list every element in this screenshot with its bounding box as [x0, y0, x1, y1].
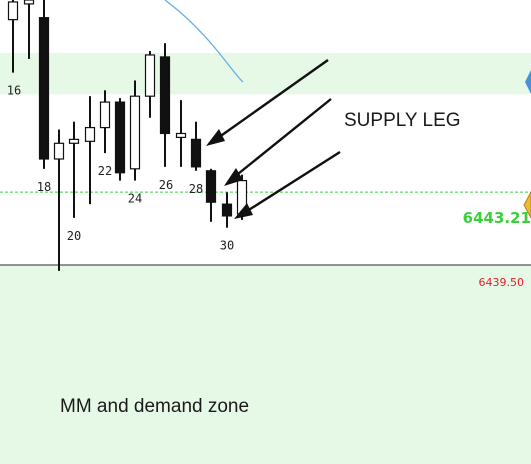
- bar-number-label: 28: [189, 182, 203, 196]
- price-label-green: 6443.21: [462, 209, 531, 227]
- candle-body: [144, 54, 156, 97]
- candles-layer: [7, 0, 248, 271]
- candle: [114, 98, 126, 181]
- bar-number-label: 30: [220, 239, 234, 253]
- diamond-marker-blue: [525, 70, 531, 94]
- candle: [68, 121, 80, 218]
- candle: [7, 0, 19, 73]
- candle: [38, 0, 50, 169]
- bar-number-label: 20: [67, 229, 81, 243]
- candle-body: [84, 126, 96, 142]
- candle: [190, 121, 202, 171]
- candle: [175, 100, 187, 167]
- candle-body: [159, 56, 171, 135]
- demand-zone-annotation: MM and demand zone: [60, 396, 250, 417]
- candle: [205, 168, 217, 222]
- candle: [221, 192, 233, 228]
- bar-number-label: 18: [37, 180, 51, 194]
- candle-body: [7, 1, 19, 21]
- demand-zone: [0, 265, 531, 464]
- candle: [84, 96, 96, 205]
- candle: [159, 43, 171, 167]
- candle: [129, 80, 141, 181]
- arrow-1: [214, 59, 329, 141]
- zones-layer: [0, 53, 531, 464]
- candle: [99, 90, 111, 154]
- bar-number-label: 22: [98, 164, 112, 178]
- candle-body: [114, 101, 126, 174]
- diamond-marker-yellow: [523, 191, 531, 219]
- candle: [53, 129, 65, 271]
- candle-body: [221, 203, 233, 217]
- candle: [144, 51, 156, 118]
- bar-number-label: 24: [128, 192, 142, 206]
- levels-layer: [0, 191, 531, 266]
- candle-body: [129, 95, 141, 170]
- bar-number-label: 26: [159, 178, 173, 192]
- bar-number-label: 16: [7, 84, 21, 98]
- arrow-2: [232, 98, 332, 179]
- price-label-red: 6439.50: [478, 276, 525, 289]
- candle-body: [175, 132, 187, 139]
- candle-body: [205, 170, 217, 203]
- arrow-1-head: [206, 129, 225, 146]
- supply-arrows: [206, 59, 341, 219]
- candle-body: [38, 17, 50, 160]
- candle-body: [53, 142, 65, 160]
- supply-leg-annotation: SUPPLY LEG: [344, 110, 461, 131]
- candle-body: [190, 138, 202, 168]
- supply-zone: [0, 53, 531, 95]
- bar-number-labels: 16 18 20 22 24 26 28 30: [7, 84, 234, 253]
- candle-body: [23, 0, 35, 5]
- arrow-3: [243, 150, 341, 215]
- candle-body: [99, 101, 111, 129]
- moving-average-line: [164, 0, 244, 83]
- candle: [23, 0, 35, 59]
- arrow-3-head: [234, 203, 253, 219]
- candle-body: [68, 138, 80, 144]
- arrow-2-head: [224, 168, 243, 186]
